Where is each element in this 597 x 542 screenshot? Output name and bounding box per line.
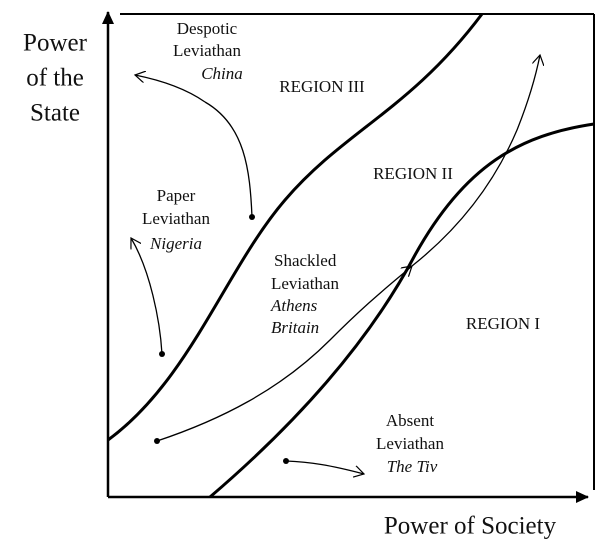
node-example: Athens	[270, 296, 318, 315]
node-label: Leviathan	[173, 41, 241, 60]
arrow	[131, 238, 163, 355]
node-example: Britain	[271, 318, 319, 337]
dot	[249, 214, 255, 220]
arrows	[131, 55, 540, 474]
node-label: Shackled	[274, 251, 337, 270]
y-axis-label: Power	[23, 30, 88, 57]
dot	[159, 351, 165, 357]
arrow	[204, 101, 253, 218]
y-axis-label: of the	[26, 65, 84, 92]
node-example: The Tiv	[387, 457, 438, 476]
frame	[102, 11, 595, 503]
boundary	[209, 122, 595, 499]
node-label: Despotic	[177, 19, 238, 38]
region-label: REGION III	[279, 77, 365, 96]
node-label: Paper	[157, 186, 196, 205]
node-label: Leviathan	[142, 209, 210, 228]
boundary	[107, 13, 484, 442]
x-axis-label: Power of Society	[384, 513, 557, 540]
node-label: Absent	[386, 411, 434, 430]
node-example: Nigeria	[149, 234, 202, 253]
region-label: REGION II	[373, 164, 453, 183]
arrow	[285, 460, 364, 474]
arrow	[156, 266, 412, 442]
node-example: China	[201, 64, 243, 83]
y-axis-label: State	[30, 100, 80, 127]
region-label: REGION I	[466, 314, 540, 333]
dot	[154, 438, 160, 444]
arrow	[135, 75, 206, 103]
node-label: Leviathan	[376, 434, 444, 453]
node-label: Leviathan	[271, 274, 339, 293]
dot	[283, 458, 289, 464]
arrow	[411, 55, 540, 267]
